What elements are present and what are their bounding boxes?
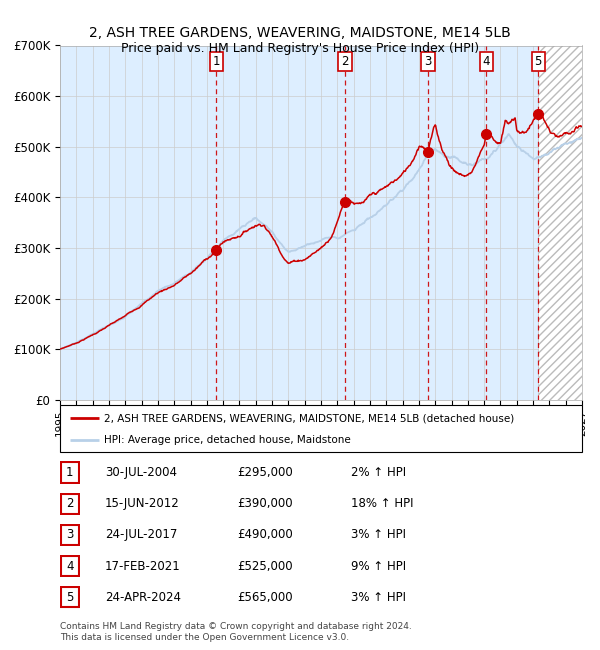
Text: 24-APR-2024: 24-APR-2024 xyxy=(105,591,181,604)
Text: 1: 1 xyxy=(66,466,74,479)
Text: 5: 5 xyxy=(535,55,542,68)
Text: 24-JUL-2017: 24-JUL-2017 xyxy=(105,528,178,541)
Text: £390,000: £390,000 xyxy=(237,497,293,510)
Text: 2, ASH TREE GARDENS, WEAVERING, MAIDSTONE, ME14 5LB: 2, ASH TREE GARDENS, WEAVERING, MAIDSTON… xyxy=(89,26,511,40)
Text: HPI: Average price, detached house, Maidstone: HPI: Average price, detached house, Maid… xyxy=(104,435,351,445)
Text: £490,000: £490,000 xyxy=(237,528,293,541)
Text: 30-JUL-2004: 30-JUL-2004 xyxy=(105,466,177,479)
Text: 2: 2 xyxy=(66,497,74,510)
Text: 18% ↑ HPI: 18% ↑ HPI xyxy=(351,497,413,510)
Text: 17-FEB-2021: 17-FEB-2021 xyxy=(105,560,181,573)
Text: 5: 5 xyxy=(66,591,74,604)
Text: Contains HM Land Registry data © Crown copyright and database right 2024.
This d: Contains HM Land Registry data © Crown c… xyxy=(60,622,412,642)
Text: £525,000: £525,000 xyxy=(237,560,293,573)
Text: 3% ↑ HPI: 3% ↑ HPI xyxy=(351,591,406,604)
Text: 4: 4 xyxy=(482,55,490,68)
Text: 2% ↑ HPI: 2% ↑ HPI xyxy=(351,466,406,479)
Text: 2, ASH TREE GARDENS, WEAVERING, MAIDSTONE, ME14 5LB (detached house): 2, ASH TREE GARDENS, WEAVERING, MAIDSTON… xyxy=(104,413,515,423)
Text: £565,000: £565,000 xyxy=(237,591,293,604)
Text: 9% ↑ HPI: 9% ↑ HPI xyxy=(351,560,406,573)
Text: 1: 1 xyxy=(212,55,220,68)
Text: 3: 3 xyxy=(66,528,74,541)
Text: 3% ↑ HPI: 3% ↑ HPI xyxy=(351,528,406,541)
Text: Price paid vs. HM Land Registry's House Price Index (HPI): Price paid vs. HM Land Registry's House … xyxy=(121,42,479,55)
Bar xyxy=(538,46,582,400)
Text: 15-JUN-2012: 15-JUN-2012 xyxy=(105,497,180,510)
Text: £295,000: £295,000 xyxy=(237,466,293,479)
Text: 3: 3 xyxy=(424,55,431,68)
Text: 4: 4 xyxy=(66,560,74,573)
Text: 2: 2 xyxy=(341,55,349,68)
